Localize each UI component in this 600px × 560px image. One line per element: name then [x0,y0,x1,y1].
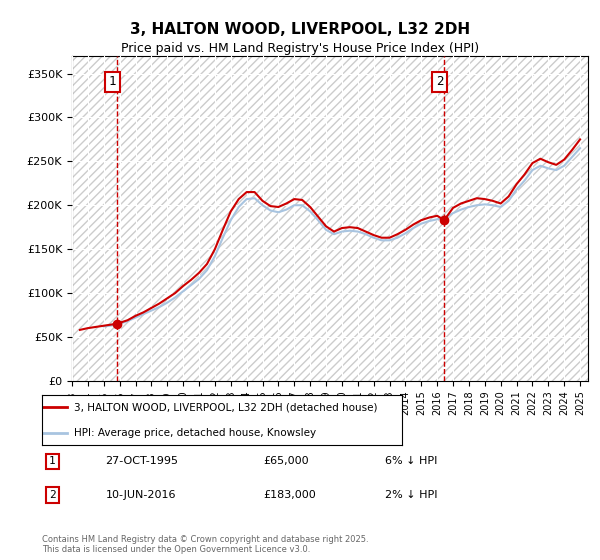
Text: 2% ↓ HPI: 2% ↓ HPI [385,490,438,500]
Text: 6% ↓ HPI: 6% ↓ HPI [385,456,437,466]
Text: Contains HM Land Registry data © Crown copyright and database right 2025.
This d: Contains HM Land Registry data © Crown c… [42,535,368,554]
Text: 2: 2 [49,490,56,500]
Text: 10-JUN-2016: 10-JUN-2016 [106,490,176,500]
Text: Price paid vs. HM Land Registry's House Price Index (HPI): Price paid vs. HM Land Registry's House … [121,42,479,55]
Text: £183,000: £183,000 [264,490,317,500]
Text: 1: 1 [108,76,116,88]
Text: 27-OCT-1995: 27-OCT-1995 [106,456,178,466]
Text: 3, HALTON WOOD, LIVERPOOL, L32 2DH (detached house): 3, HALTON WOOD, LIVERPOOL, L32 2DH (deta… [74,403,378,412]
Text: £65,000: £65,000 [264,456,310,466]
Text: HPI: Average price, detached house, Knowsley: HPI: Average price, detached house, Know… [74,428,317,437]
Text: 1: 1 [49,456,56,466]
Text: 2: 2 [436,76,443,88]
Text: 3, HALTON WOOD, LIVERPOOL, L32 2DH: 3, HALTON WOOD, LIVERPOOL, L32 2DH [130,22,470,38]
